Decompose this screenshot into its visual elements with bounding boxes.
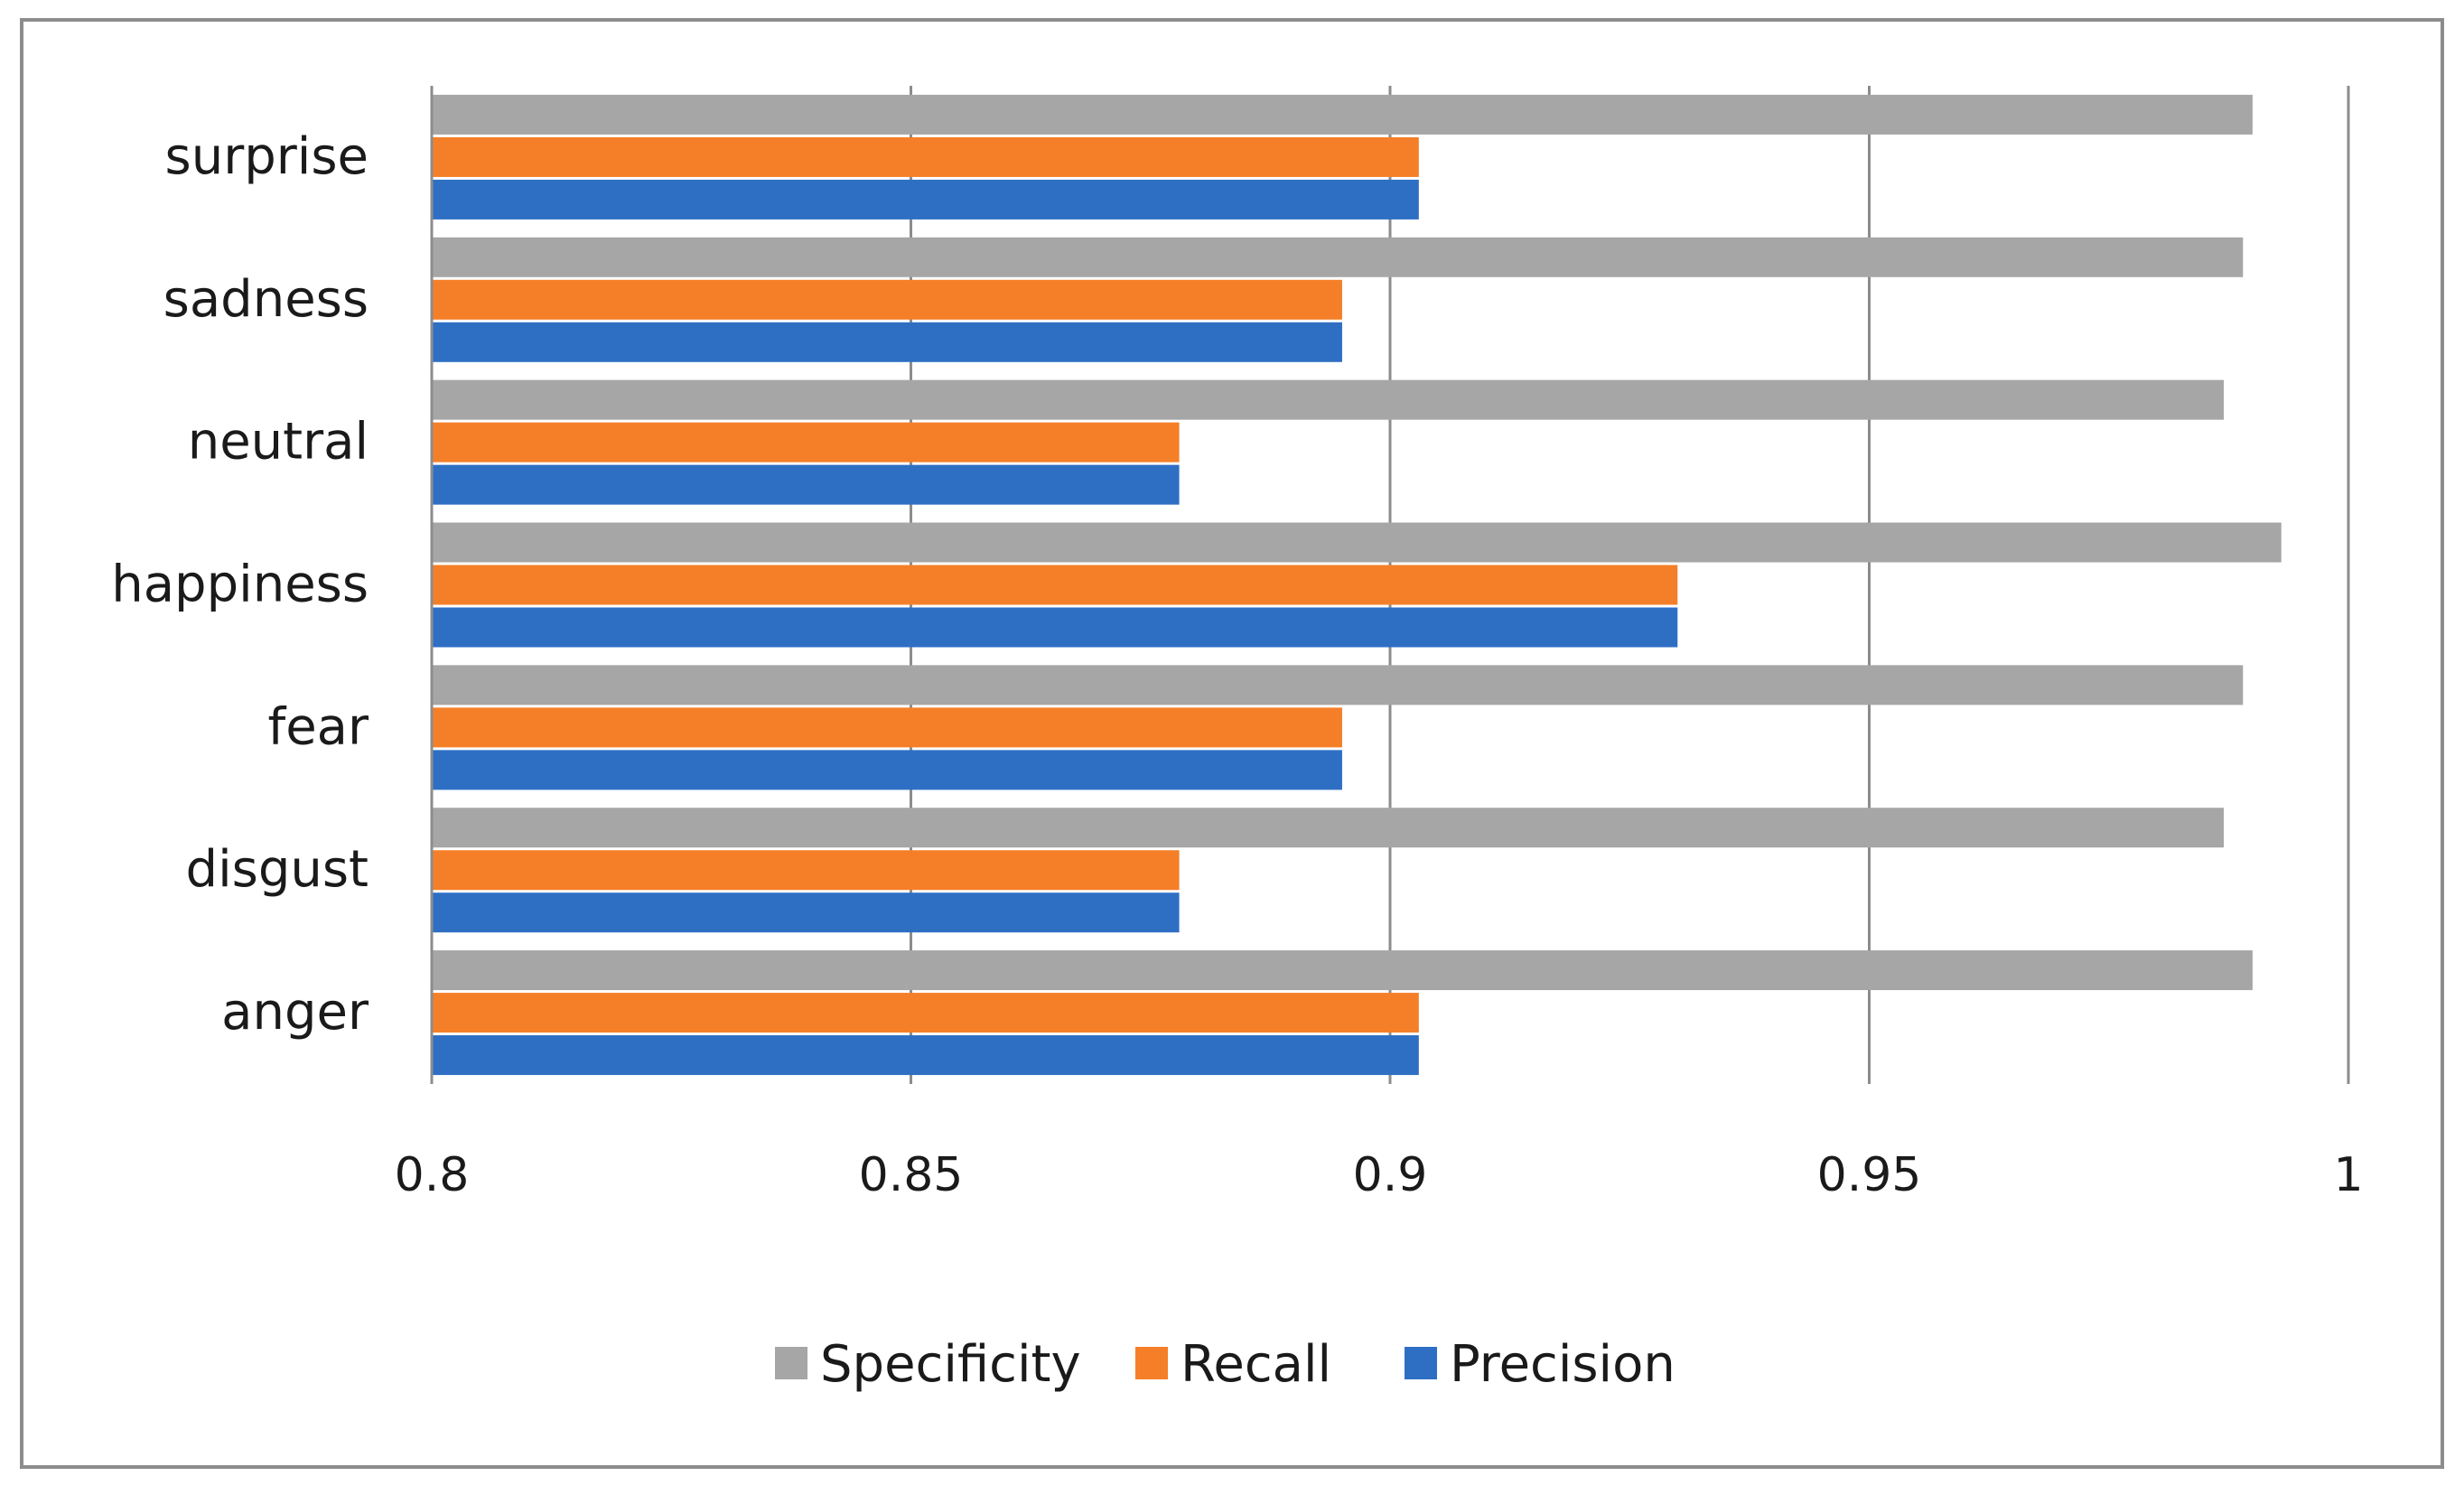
bar-sadness-precision [432, 322, 1342, 362]
legend: Specificity Recall Precision [775, 1335, 1675, 1394]
bar-anger-precision [432, 1035, 1419, 1076]
category-label-anger: anger [221, 983, 369, 1042]
legend-swatch-precision [1405, 1347, 1437, 1379]
bar-fear-recall [432, 707, 1342, 748]
bar-happiness-precision [432, 607, 1678, 648]
x-tick-label: 1 [2333, 1148, 2363, 1202]
bar-disgust-specificity [432, 808, 2225, 848]
category-label-surprise: surprise [165, 127, 369, 186]
bar-happiness-recall [432, 565, 1678, 605]
bar-neutral-precision [432, 464, 1180, 505]
bar-surprise-recall [432, 136, 1419, 177]
legend-swatch-recall [1135, 1347, 1168, 1379]
x-tick-label: 0.95 [1817, 1148, 1922, 1202]
legend-swatch-specificity [775, 1347, 807, 1379]
category-label-sadness: sadness [163, 270, 369, 329]
bar-disgust-precision [432, 892, 1180, 933]
bars [432, 94, 2282, 1076]
bar-happiness-specificity [432, 522, 2282, 563]
bar-fear-precision [432, 750, 1342, 790]
legend-label-recall: Recall [1181, 1335, 1331, 1394]
bar-fear-specificity [432, 665, 2244, 705]
category-label-disgust: disgust [186, 840, 369, 899]
axes: 0.8 0.85 0.9 0.95 1 anger disgust fear happiness… [111, 86, 2364, 1202]
x-tick-label: 0.9 [1353, 1148, 1428, 1202]
legend-label-specificity: Specificity [820, 1335, 1081, 1394]
bar-disgust-recall [432, 850, 1180, 891]
category-label-fear: fear [267, 697, 369, 756]
bar-anger-recall [432, 993, 1419, 1033]
category-label-neutral: neutral [188, 413, 369, 472]
x-tick-label: 0.8 [395, 1148, 470, 1202]
bar-sadness-recall [432, 279, 1342, 320]
bar-neutral-recall [432, 422, 1180, 463]
bar-surprise-specificity [432, 94, 2253, 135]
bar-sadness-specificity [432, 237, 2244, 277]
bar-surprise-precision [432, 179, 1419, 220]
category-label-happiness: happiness [111, 556, 369, 614]
bar-anger-specificity [432, 950, 2253, 991]
legend-label-precision: Precision [1450, 1335, 1675, 1394]
x-tick-label: 0.85 [859, 1148, 964, 1202]
bar-neutral-specificity [432, 379, 2225, 420]
